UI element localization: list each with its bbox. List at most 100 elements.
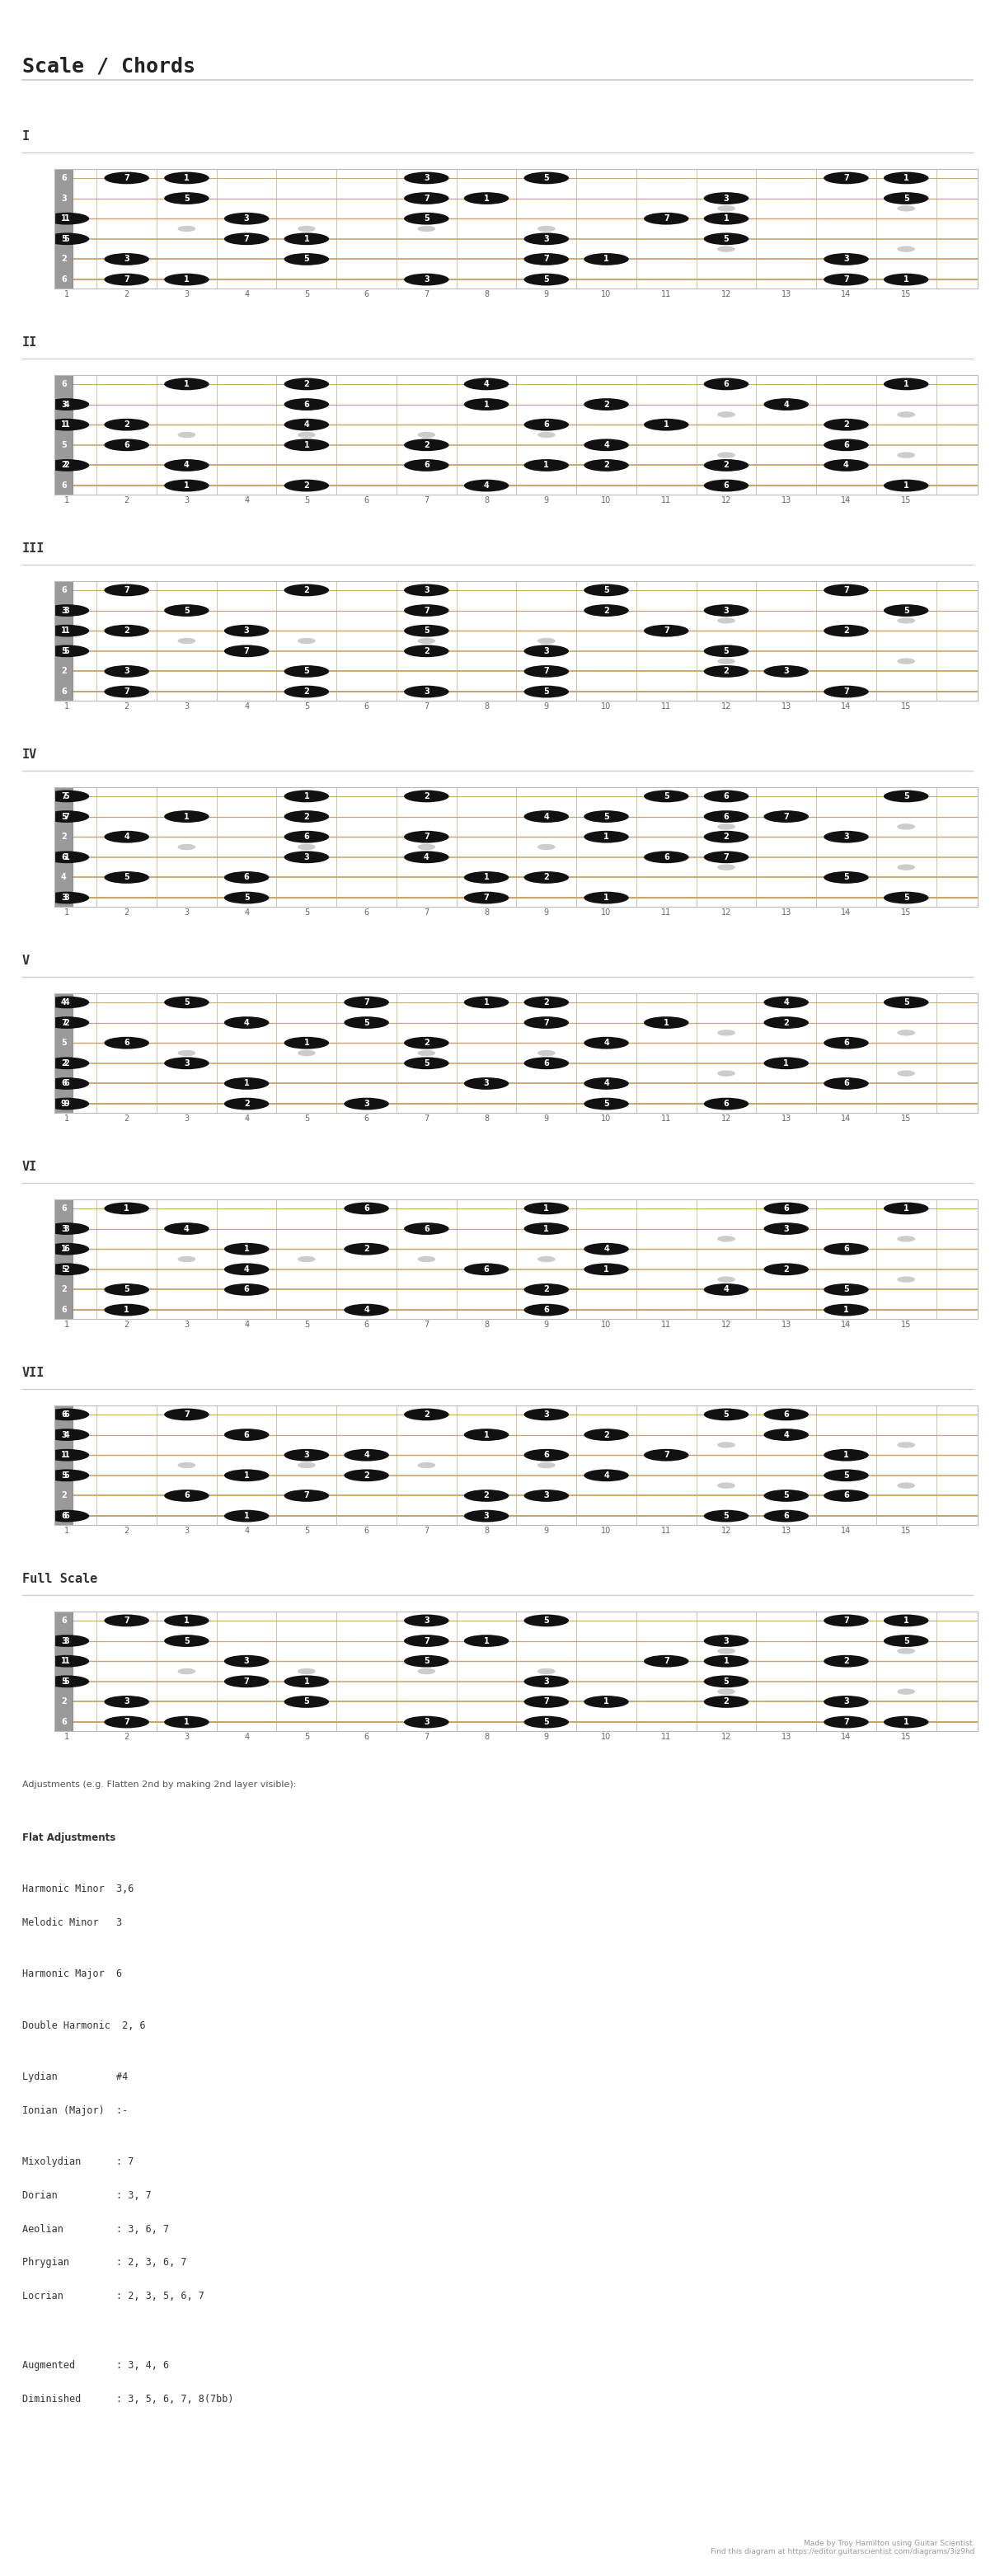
Text: 4: 4 [244,703,249,711]
Text: 10: 10 [601,1528,611,1535]
Ellipse shape [404,438,449,451]
Text: 4: 4 [244,1734,249,1741]
Ellipse shape [178,1463,196,1468]
Ellipse shape [418,1257,436,1262]
Text: 6: 6 [61,1512,67,1520]
Text: 4: 4 [604,1038,609,1046]
Ellipse shape [824,1303,869,1316]
Ellipse shape [897,824,915,829]
Text: 6: 6 [303,832,309,840]
FancyBboxPatch shape [55,994,73,1113]
Ellipse shape [824,1468,869,1481]
Text: 3: 3 [184,1059,189,1066]
Text: 7: 7 [244,1677,250,1685]
Text: 5: 5 [304,1321,309,1329]
Ellipse shape [418,639,436,644]
Text: 1: 1 [61,626,67,634]
Ellipse shape [44,417,90,430]
Ellipse shape [178,1257,196,1262]
Ellipse shape [104,417,149,430]
Ellipse shape [584,605,629,616]
Text: 2: 2 [61,832,67,840]
Text: 15: 15 [901,1115,911,1123]
Text: 5: 5 [723,647,729,654]
Text: 5: 5 [664,791,669,801]
Text: 12: 12 [721,703,731,711]
Text: 9: 9 [544,291,549,299]
Ellipse shape [824,585,869,595]
Text: 1: 1 [61,420,67,428]
Text: 11: 11 [662,497,672,505]
Text: 7: 7 [844,688,849,696]
Ellipse shape [897,451,915,459]
Ellipse shape [764,811,809,822]
Text: 2: 2 [61,255,67,263]
Text: 6: 6 [124,440,129,448]
Ellipse shape [584,1242,629,1255]
Text: 6: 6 [543,420,549,428]
Ellipse shape [344,1242,389,1255]
Ellipse shape [584,1036,629,1048]
Text: 5: 5 [364,1018,369,1028]
Ellipse shape [824,1695,869,1708]
Ellipse shape [897,1030,915,1036]
Ellipse shape [764,1018,809,1028]
Ellipse shape [717,1275,735,1283]
Ellipse shape [164,273,209,286]
Text: 5: 5 [723,1409,729,1419]
Text: 6: 6 [244,873,250,881]
Ellipse shape [104,438,149,451]
Text: 2: 2 [61,1285,67,1293]
Text: 5: 5 [184,193,189,204]
Ellipse shape [524,685,569,698]
Ellipse shape [824,685,869,698]
Text: 4: 4 [64,997,70,1007]
Text: 3: 3 [424,1718,429,1726]
Text: 1: 1 [903,1718,908,1726]
Text: 3: 3 [124,667,129,675]
Text: 9: 9 [544,1321,549,1329]
Ellipse shape [164,1224,209,1234]
Ellipse shape [897,1481,915,1489]
Text: 2: 2 [61,1698,67,1705]
Ellipse shape [584,585,629,595]
Ellipse shape [584,829,629,842]
Text: 3: 3 [184,1321,189,1329]
Ellipse shape [524,1283,569,1296]
Text: 2: 2 [124,703,129,711]
Ellipse shape [703,479,749,492]
Text: 1: 1 [543,1224,549,1234]
Ellipse shape [703,665,749,677]
Text: 7: 7 [244,234,250,242]
Ellipse shape [284,252,329,265]
Ellipse shape [764,1224,809,1234]
Text: 7: 7 [543,667,549,675]
Text: 7: 7 [124,1718,129,1726]
Text: 3: 3 [184,291,189,299]
Text: II: II [22,335,37,348]
Text: 5: 5 [604,1100,609,1108]
Ellipse shape [703,644,749,657]
Ellipse shape [284,791,329,801]
Text: 9: 9 [61,1100,67,1108]
Text: 6: 6 [124,1038,129,1046]
Text: 2: 2 [303,482,309,489]
Text: 5: 5 [303,667,309,675]
Text: 6: 6 [364,1115,369,1123]
Ellipse shape [44,1097,90,1110]
Ellipse shape [717,1236,735,1242]
Ellipse shape [703,1510,749,1522]
Text: 8: 8 [484,291,489,299]
Ellipse shape [418,227,436,232]
Text: 2: 2 [303,688,309,696]
Text: 1: 1 [723,214,729,222]
Ellipse shape [284,850,329,863]
Text: 14: 14 [841,909,852,917]
Ellipse shape [524,1303,569,1316]
Text: 4: 4 [723,1285,729,1293]
Text: 2: 2 [844,420,849,428]
Text: 2: 2 [124,909,129,917]
Text: 2: 2 [61,1059,67,1066]
Text: 2: 2 [64,1059,70,1066]
Ellipse shape [298,433,315,438]
